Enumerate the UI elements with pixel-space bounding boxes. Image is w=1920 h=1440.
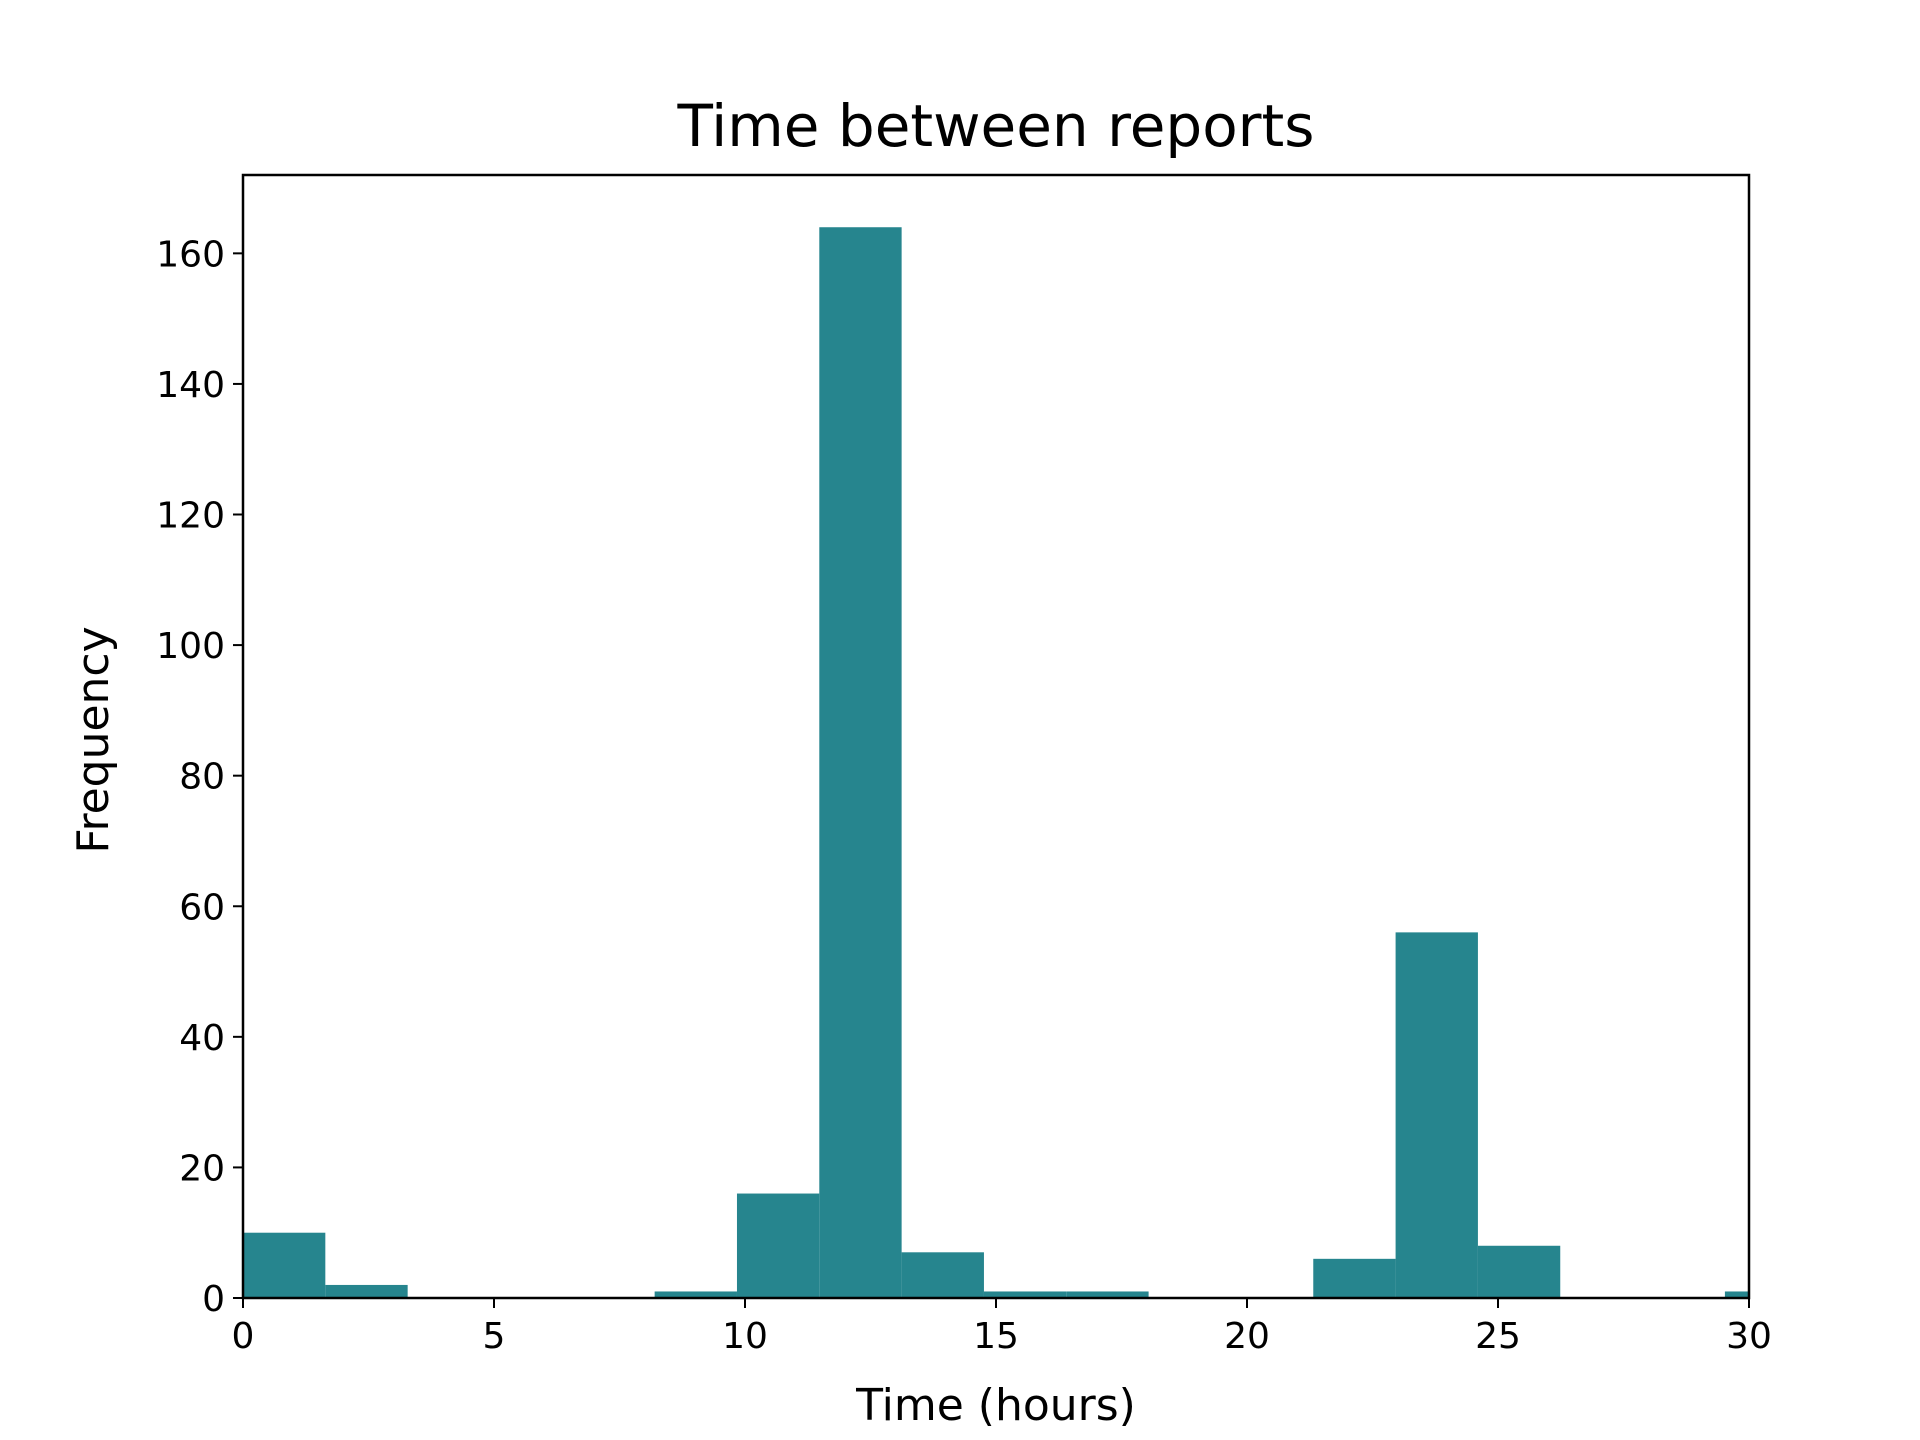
y-tick-label-0: 0 — [202, 1279, 225, 1320]
x-tick-label-1: 5 — [483, 1316, 506, 1357]
histogram-bar-6 — [736, 1193, 820, 1298]
histogram-bar-8 — [901, 1252, 984, 1298]
x-tick-label-5: 25 — [1475, 1316, 1521, 1357]
x-tick-label-4: 20 — [1224, 1316, 1270, 1357]
x-axis-label: Time (hours) — [855, 1380, 1136, 1431]
chart-title: Time between reports — [677, 92, 1315, 160]
histogram-bar-1 — [325, 1284, 408, 1298]
x-axis-ticks: 0 5 10 15 20 25 30 — [232, 1298, 1772, 1357]
y-tick-label-8: 160 — [156, 234, 225, 275]
plot-frame — [241, 173, 1751, 1300]
histogram-bar-15 — [1477, 1245, 1561, 1298]
y-tick-label-6: 120 — [156, 496, 225, 537]
x-tick-label-6: 30 — [1726, 1316, 1772, 1357]
y-tick-label-2: 40 — [179, 1018, 225, 1059]
y-tick-label-1: 20 — [179, 1148, 225, 1189]
histogram-bar-7 — [819, 227, 902, 1298]
y-tick-label-5: 100 — [156, 626, 225, 667]
histogram-bar-10 — [1066, 1291, 1149, 1298]
histogram-bar-5 — [654, 1291, 737, 1298]
y-tick-label-4: 80 — [179, 757, 225, 798]
x-tick-label-3: 15 — [973, 1316, 1019, 1357]
histogram-bar-14 — [1395, 932, 1478, 1298]
histogram-bar-9 — [983, 1291, 1067, 1298]
y-axis-ticks: 0 20 40 60 80 100 120 140 160 — [156, 234, 243, 1320]
x-tick-label-0: 0 — [232, 1316, 255, 1357]
histogram-bars — [243, 227, 1749, 1298]
x-tick-label-2: 10 — [722, 1316, 768, 1357]
y-tick-label-3: 60 — [179, 887, 225, 928]
histogram-bar-0 — [243, 1232, 326, 1298]
y-tick-label-7: 140 — [156, 365, 225, 406]
y-axis-label: Frequency — [68, 626, 119, 853]
histogram-bar-13 — [1313, 1258, 1396, 1298]
histogram-bar-18 — [1724, 1291, 1749, 1298]
